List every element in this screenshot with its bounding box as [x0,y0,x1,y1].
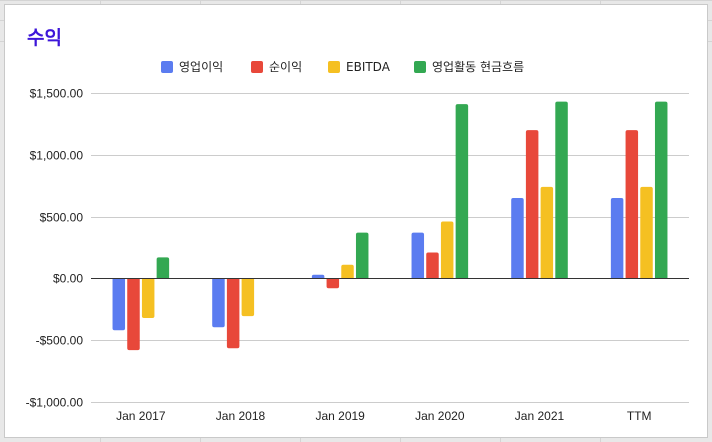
x-tick-label: Jan 2017 [116,409,166,423]
bar [212,278,225,328]
bar [610,198,624,279]
y-tick-label: $1,000.00 [30,149,84,163]
bar [654,101,668,279]
bar [326,278,340,289]
legend-swatch [414,61,426,73]
legend-label: EBITDA [346,60,391,74]
legend-label: 영업이익 [179,60,223,74]
y-tick-label: $500.00 [40,211,84,225]
bar [311,274,325,279]
bar [127,278,140,351]
bar [455,104,469,279]
x-tick-label: Jan 2020 [415,409,465,423]
bar [355,232,369,279]
x-tick-label: Jan 2019 [315,409,365,423]
bar [411,232,425,279]
x-tick-label: Jan 2021 [515,409,565,423]
legend-swatch [328,61,340,73]
bar [156,257,170,279]
chart-title: 수익 [27,27,62,49]
y-tick-label: $1,500.00 [30,87,84,101]
chart-card[interactable]: 수익 -$1,000.00 -$500.00 $0.00 $500.00 $1,000.… [4,4,708,438]
bar [141,278,155,318]
bar [511,198,524,279]
bar [625,130,639,279]
legend-label: 영업활동 현금흐름 [432,60,524,74]
bar [540,186,554,279]
bar [112,278,126,331]
bar [640,186,653,279]
y-tick-label: $0.00 [53,272,83,286]
bar-chart: -$1,000.00 -$500.00 $0.00 $500.00 $1,000.00 $… [26,60,689,423]
x-tick-label: TTM [627,409,652,423]
legend-label: 순이익 [269,60,302,74]
x-tick-label: Jan 2018 [216,409,266,423]
bar [426,252,439,279]
bar [525,130,539,279]
y-tick-label: -$1,000.00 [26,396,84,410]
bar [241,278,255,317]
bar [440,221,454,279]
bar [555,101,568,279]
bar [226,278,240,349]
bar [341,264,354,279]
legend-swatch [251,61,263,73]
legend-swatch [161,61,173,73]
y-tick-label: -$500.00 [36,334,84,348]
